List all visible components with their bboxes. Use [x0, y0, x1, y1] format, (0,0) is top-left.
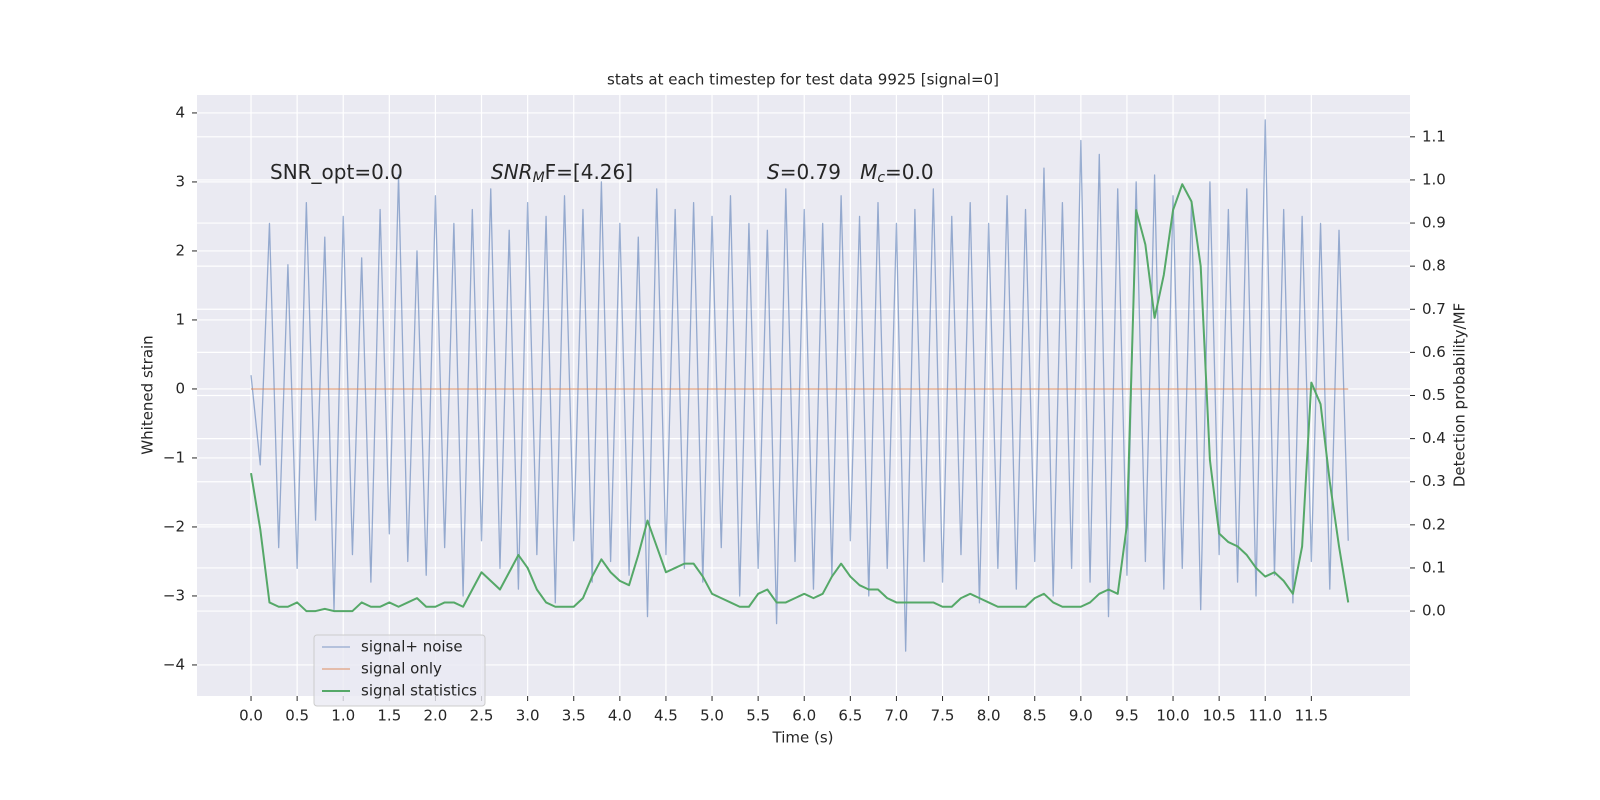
annotation: S=0.79 Mc=0.0 [767, 160, 934, 187]
y2-tick-label: 1.0 [1422, 170, 1446, 188]
x-tick-label: 8.5 [1023, 707, 1047, 725]
annotation-part: c [877, 170, 885, 186]
x-tick-label: 11.5 [1295, 707, 1328, 725]
y2-tick-label: 0.6 [1422, 343, 1446, 361]
annotation: SNRMF=[4.26] [491, 160, 633, 187]
annotation-part: S [767, 160, 780, 184]
annotation-part: SNR [491, 160, 533, 184]
annotation-part: M [533, 170, 545, 186]
annotation-part: =0.79 [780, 160, 860, 184]
x-tick-label: 8.0 [977, 707, 1001, 725]
x-tick-label: 3.5 [562, 707, 586, 725]
annotation-part: F=[4.26] [545, 160, 633, 184]
y2-tick-label: 0.4 [1422, 429, 1446, 447]
legend-box [313, 634, 486, 707]
y2-tick-label: 0.0 [1422, 602, 1446, 620]
annotation-part: =0.0 [885, 160, 934, 184]
y2-tick-label: 0.2 [1422, 515, 1446, 533]
x-tick-label: 4.0 [608, 707, 632, 725]
annotation: SNR_opt=0.0 [270, 160, 403, 184]
y2-tick-label: 0.8 [1422, 257, 1446, 275]
y2-tick-label: 1.1 [1422, 127, 1446, 145]
x-tick-label: 5.0 [700, 707, 724, 725]
x-tick-label: 10.0 [1156, 707, 1189, 725]
series-line [250, 183, 1350, 613]
y2-tick-label: 0.1 [1422, 558, 1446, 576]
x-tick-label: 0.0 [239, 707, 263, 725]
legend-label: signal statistics [361, 682, 477, 700]
x-tick-label: 9.5 [1115, 707, 1139, 725]
legend-label: signal only [361, 660, 442, 678]
x-tick-label: 10.5 [1202, 707, 1235, 725]
x-tick-label: 7.0 [885, 707, 909, 725]
chart-title: stats at each timestep for test data 992… [607, 71, 999, 89]
y-tick-label: 4 [175, 103, 185, 121]
x-tick-label: 2.5 [470, 707, 494, 725]
x-tick-label: 4.5 [654, 707, 678, 725]
x-tick-label: 0.5 [285, 707, 309, 725]
x-tick-label: 9.0 [1069, 707, 1093, 725]
y-axis-label: Whitened strain [139, 335, 157, 454]
annotation-part: SNR_opt=0.0 [270, 160, 403, 184]
y-tick-label: 3 [175, 172, 185, 190]
y-tick-label: −3 [163, 586, 185, 604]
y-tick-label: −4 [163, 655, 185, 673]
x-tick-label: 3.0 [516, 707, 540, 725]
y-tick-label: 0 [175, 379, 185, 397]
series-line [250, 119, 1349, 652]
x-axis-label: Time (s) [772, 729, 834, 747]
y-tick-label: 2 [175, 241, 185, 259]
annotation-part: M [860, 160, 877, 184]
x-tick-label: 1.0 [331, 707, 355, 725]
x-tick-label: 6.5 [838, 707, 862, 725]
x-tick-label: 2.0 [424, 707, 448, 725]
x-tick-label: 1.5 [377, 707, 401, 725]
y2-axis-label: Detection probability/MF [1451, 303, 1469, 487]
y-tick-label: 1 [175, 310, 185, 328]
legend-label: signal+ noise [361, 638, 463, 656]
y-tick-label: −2 [163, 517, 185, 535]
y-tick-label: −1 [163, 448, 185, 466]
y2-tick-label: 0.9 [1422, 214, 1446, 232]
x-tick-label: 6.0 [792, 707, 816, 725]
y2-tick-label: 0.7 [1422, 300, 1446, 318]
x-tick-label: 11.0 [1249, 707, 1282, 725]
x-tick-label: 5.5 [746, 707, 770, 725]
x-tick-label: 7.5 [931, 707, 955, 725]
y2-tick-label: 0.3 [1422, 472, 1446, 490]
y2-tick-label: 0.5 [1422, 386, 1446, 404]
